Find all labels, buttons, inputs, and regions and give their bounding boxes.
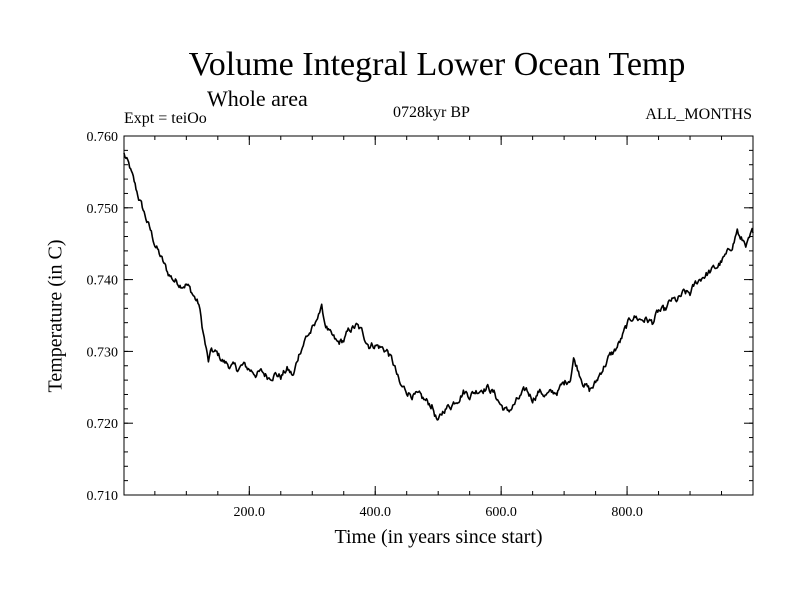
series-line bbox=[123, 152, 754, 421]
period-label: 0728kyr BP bbox=[393, 104, 470, 121]
chart-subtitle: Whole area bbox=[207, 86, 308, 111]
chart-title: Volume Integral Lower Ocean Temp bbox=[188, 46, 686, 83]
y-tick-label: 0.730 bbox=[87, 345, 119, 360]
plot-frame bbox=[123, 135, 754, 496]
x-axis-label: Time (in years since start) bbox=[334, 526, 543, 548]
x-tick-label: 400.0 bbox=[359, 505, 391, 520]
x-tick-label: 600.0 bbox=[485, 505, 517, 520]
y-tick-label: 0.710 bbox=[87, 489, 119, 504]
y-tick-label: 0.760 bbox=[87, 130, 119, 145]
x-tick-label: 800.0 bbox=[611, 505, 643, 520]
months-label: ALL_MONTHS bbox=[645, 106, 752, 123]
experiment-label: Expt = teiOo bbox=[124, 110, 207, 127]
y-tick-label: 0.720 bbox=[87, 417, 119, 432]
y-tick-label: 0.750 bbox=[87, 202, 119, 217]
y-tick-label: 0.740 bbox=[87, 274, 119, 289]
x-tick-label: 200.0 bbox=[234, 505, 266, 520]
